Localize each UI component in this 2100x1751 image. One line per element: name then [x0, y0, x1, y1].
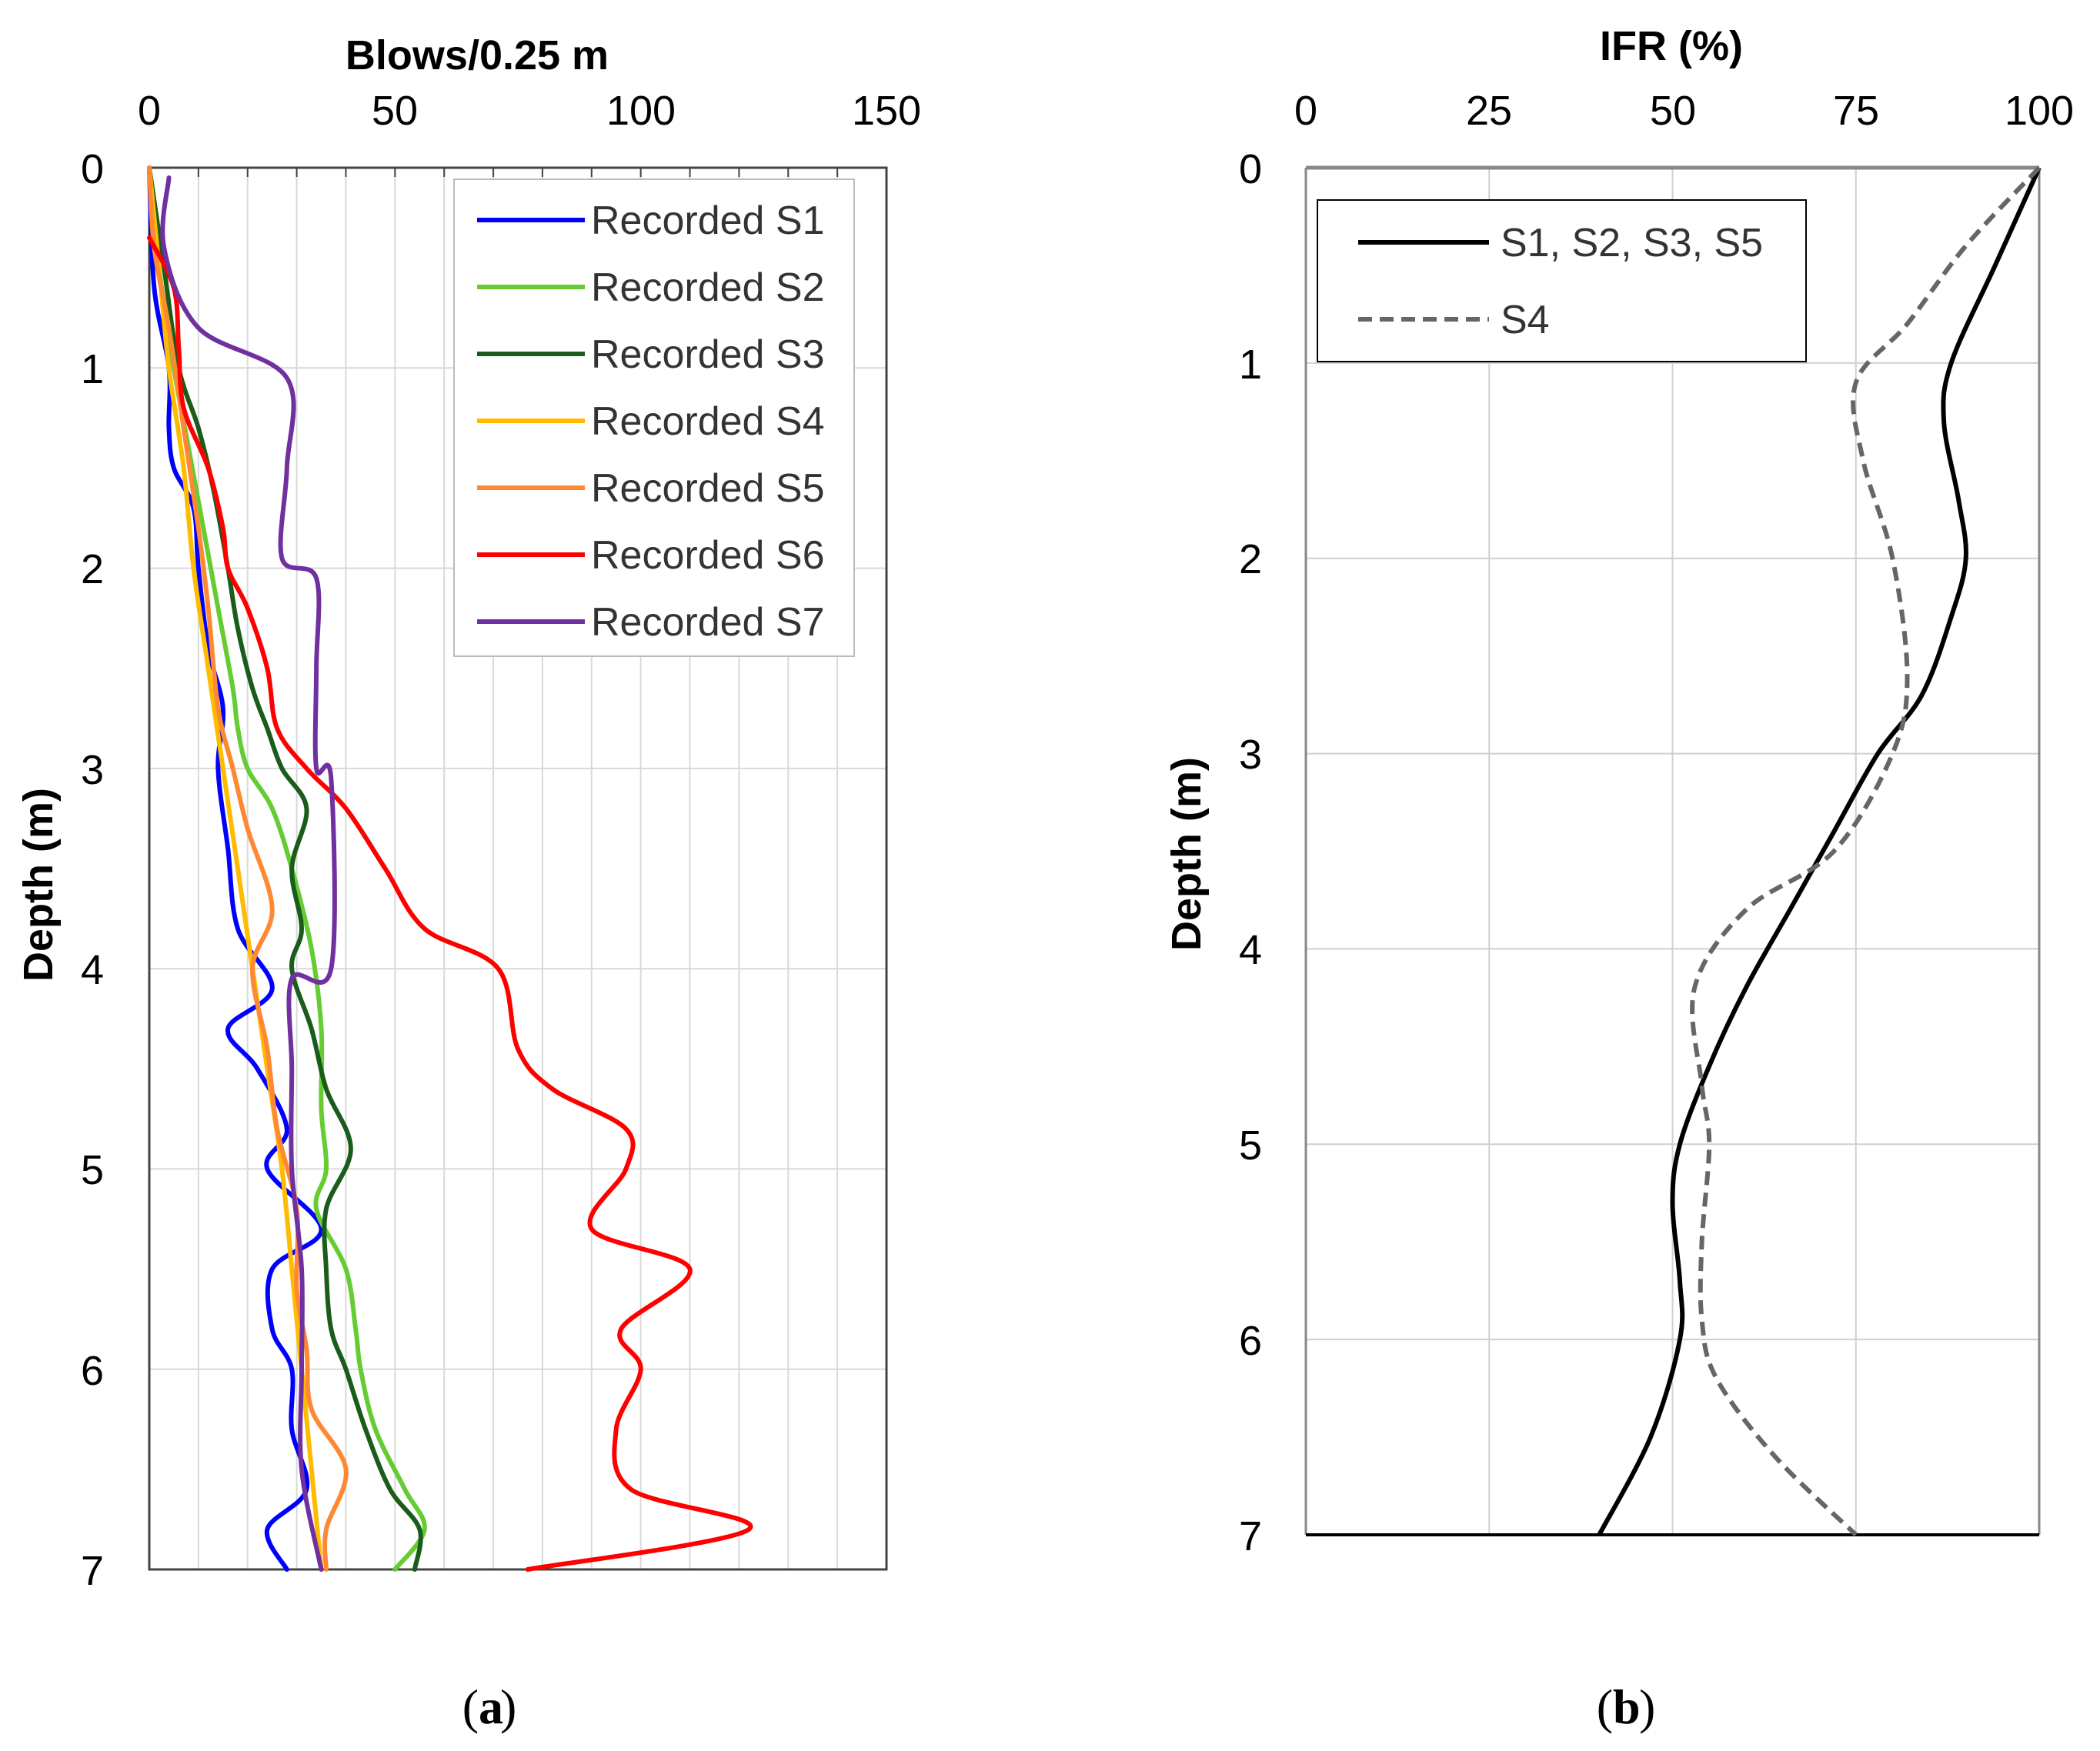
panel-a-legend: Recorded S1 Recorded S2 Recorded S3 Reco… — [453, 178, 855, 657]
panel-a: 0 50 100 150 0 1 2 3 4 5 6 7 Blows/0.25 … — [15, 32, 921, 1734]
legend-label-s4: S4 — [1501, 298, 1550, 342]
panel-b-x-tick-labels: 0 25 50 75 100 — [1294, 88, 2074, 134]
panel-b-y-tick-label: 6 — [1239, 1318, 1262, 1364]
panel-b-x-tick-label: 0 — [1294, 88, 1317, 134]
series-line-recorded-s5 — [147, 165, 349, 1572]
series-line-s4 — [1690, 165, 2042, 1537]
panel-b-caption-letter: b — [1613, 1679, 1641, 1734]
panel-a-x-tick-label: 100 — [606, 88, 676, 134]
panel-a-x-tick-label: 150 — [852, 88, 921, 134]
panel-b-y-tick-label: 0 — [1239, 146, 1262, 192]
panel-b-y-tick-label: 2 — [1239, 536, 1262, 582]
panel-a-y-tick-labels: 0 1 2 3 4 5 6 7 — [81, 146, 104, 1594]
legend-label-recorded-s6: Recorded S6 — [591, 533, 825, 578]
panel-a-x-axis-title: Blows/0.25 m — [346, 32, 609, 78]
panel-b-gridlines — [1306, 168, 2039, 1535]
panel-b-legend-box — [1317, 199, 1807, 362]
panel-a-caption-close-paren: ) — [500, 1679, 516, 1734]
panel-b-y-tick-label: 1 — [1239, 342, 1262, 388]
panel-b-series — [1597, 165, 2042, 1537]
panel-b-caption: ( b ) — [1597, 1679, 1656, 1734]
panel-b-x-tick-label: 25 — [1466, 88, 1512, 134]
panel-b-y-tick-label: 4 — [1239, 927, 1262, 973]
legend-label-s1-s2-s3-s5: S1, S2, S3, S5 — [1501, 221, 1763, 265]
panel-b-x-axis-title: IFR (%) — [1600, 23, 1743, 69]
panel-a-x-tick-label: 0 — [138, 88, 161, 134]
panel-a-x-tick-label: 50 — [372, 88, 418, 134]
panel-a-y-tick-label: 2 — [81, 546, 104, 592]
panel-a-y-tick-label: 7 — [81, 1548, 104, 1594]
series-line-recorded-s6 — [147, 235, 753, 1572]
panel-a-plot-frame — [148, 166, 888, 1571]
panel-b-y-tick-label: 7 — [1239, 1513, 1262, 1559]
panel-a-y-tick-label: 3 — [81, 747, 104, 793]
panel-a-y-tick-label: 6 — [81, 1348, 104, 1394]
panel-a-y-tick-label: 1 — [81, 346, 104, 392]
panel-b-x-tick-label: 75 — [1833, 88, 1879, 134]
panel-b-legend: S1, S2, S3, S5 S4 — [1317, 199, 1807, 362]
panel-a-y-axis-title: Depth (m) — [15, 788, 62, 982]
legend-label-recorded-s7: Recorded S7 — [591, 600, 825, 645]
series-line-recorded-s4 — [147, 165, 324, 1572]
panel-a-legend-box — [453, 178, 855, 657]
panel-b-y-tick-label: 3 — [1239, 732, 1262, 778]
panel-b: 0 25 50 75 100 0 1 2 3 4 5 6 7 IFR (%) D… — [1164, 23, 2074, 1734]
panel-b-y-tick-labels: 0 1 2 3 4 5 6 7 — [1239, 146, 1262, 1559]
series-line-recorded-s1 — [147, 165, 324, 1572]
panel-b-y-tick-label: 5 — [1239, 1122, 1262, 1169]
panel-a-y-tick-label: 0 — [81, 146, 104, 192]
legend-label-recorded-s1: Recorded S1 — [591, 198, 825, 243]
panel-a-x-tick-marks — [197, 168, 839, 177]
legend-label-recorded-s3: Recorded S3 — [591, 332, 825, 377]
panel-b-x-tick-label: 50 — [1650, 88, 1696, 134]
legend-label-recorded-s4: Recorded S4 — [591, 399, 825, 444]
panel-a-caption-open-paren: ( — [462, 1679, 479, 1734]
series-line-recorded-s7 — [160, 175, 337, 1572]
panel-a-caption: ( a ) — [462, 1679, 517, 1734]
panel-a-series — [147, 165, 753, 1572]
series-line-s1-s2-s3-s5 — [1597, 166, 2042, 1536]
legend-label-recorded-s5: Recorded S5 — [591, 466, 825, 511]
panel-a-y-tick-label: 4 — [81, 947, 104, 993]
panel-a-caption-letter: a — [479, 1679, 503, 1734]
legend-label-recorded-s2: Recorded S2 — [591, 265, 825, 310]
panel-b-caption-close-paren: ) — [1639, 1679, 1655, 1734]
panel-a-x-tick-labels: 0 50 100 150 — [138, 88, 921, 134]
panel-b-caption-open-paren: ( — [1597, 1679, 1613, 1734]
panel-b-x-tick-label: 100 — [2005, 88, 2074, 134]
panel-b-y-axis-title: Depth (m) — [1164, 757, 1210, 951]
panel-a-y-tick-label: 5 — [81, 1147, 104, 1193]
